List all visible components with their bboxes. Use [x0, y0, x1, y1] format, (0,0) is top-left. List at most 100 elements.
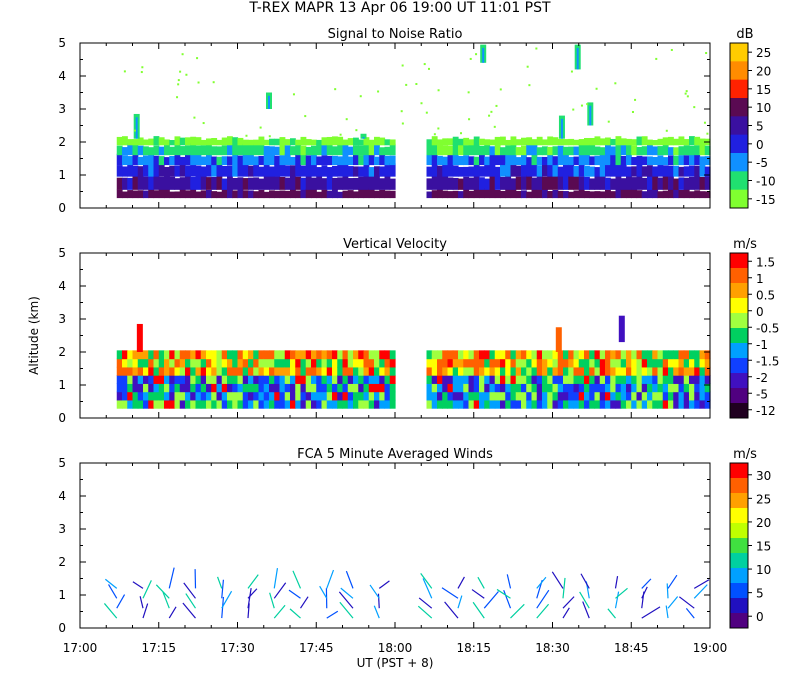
snr-cell: [143, 155, 149, 166]
snr-plume-core: [268, 95, 270, 109]
snr-cell: [195, 176, 202, 190]
snr-speckle: [631, 110, 634, 113]
velocity-cell: [200, 375, 207, 384]
snr-cell: [479, 138, 485, 146]
velocity-cell: [316, 366, 323, 376]
velocity-cell: [185, 350, 191, 360]
velocity-cell: [442, 391, 449, 401]
velocity-cell: [573, 391, 580, 401]
snr-cell: [473, 188, 480, 199]
snr-cell: [284, 165, 291, 177]
velocity-cell: [626, 350, 632, 360]
snr-cell: [211, 176, 218, 190]
velocity-cell: [274, 383, 281, 393]
snr-cell: [542, 164, 548, 177]
snr-cell: [263, 191, 270, 199]
snr-cell: [594, 136, 601, 146]
snr-cell: [174, 144, 181, 156]
snr-cell: [683, 155, 690, 166]
snr-cell: [211, 191, 218, 199]
snr-cell: [200, 174, 207, 190]
snr-cell: [494, 175, 501, 190]
snr-cell: [242, 163, 249, 177]
velocity-cell: [190, 383, 197, 393]
velocity-cell: [190, 358, 197, 368]
velocity-cell: [221, 350, 228, 360]
snr-cell: [143, 176, 149, 190]
snr-cell: [610, 154, 617, 166]
velocity-cell: [694, 375, 701, 384]
velocity-cell: [137, 399, 144, 409]
snr-cell: [200, 145, 207, 156]
snr-cell: [494, 189, 501, 199]
velocity-cell: [169, 350, 176, 360]
velocity-cell: [232, 375, 239, 384]
wind-barb: [441, 587, 459, 599]
velocity-cell: [221, 391, 228, 401]
snr-cell: [389, 190, 396, 199]
velocity-cell: [494, 391, 501, 401]
colorbar-swatch: [730, 313, 748, 329]
velocity-cell: [647, 383, 653, 393]
velocity-cell: [143, 383, 149, 393]
velocity-cell: [353, 358, 359, 368]
velocity-cell: [657, 383, 664, 393]
velocity-cell: [263, 366, 270, 376]
snr-cell: [127, 156, 134, 166]
velocity-cell: [431, 375, 438, 384]
snr-cell: [447, 164, 454, 177]
velocity-cell: [468, 383, 475, 393]
velocity-cell: [631, 375, 638, 384]
snr-cell: [221, 178, 228, 190]
velocity-cell: [531, 383, 538, 393]
snr-cell: [636, 164, 643, 177]
snr-cell: [531, 164, 538, 177]
snr-cell: [542, 146, 548, 156]
velocity-cell: [300, 350, 307, 360]
snr-cell: [689, 165, 695, 177]
velocity-cell: [468, 391, 475, 401]
snr-cell: [379, 147, 386, 156]
velocity-cell: [221, 375, 228, 384]
velocity-cell: [148, 350, 155, 360]
velocity-cell: [242, 383, 249, 393]
velocity-cell: [599, 358, 606, 368]
velocity-cell: [132, 383, 139, 393]
wind-barb: [182, 602, 196, 619]
velocity-cell: [662, 358, 669, 368]
snr-cell: [662, 165, 669, 177]
velocity-cell: [578, 383, 585, 393]
velocity-cell: [174, 375, 181, 384]
snr-cell: [153, 145, 160, 156]
snr-speckle: [202, 122, 205, 125]
velocity-cell: [363, 383, 370, 393]
snr-cell: [647, 156, 653, 166]
snr-cell: [358, 145, 365, 156]
wind-barb: [288, 589, 301, 599]
snr-cell: [610, 146, 617, 156]
velocity-cell: [500, 399, 506, 409]
snr-cell: [353, 177, 359, 190]
velocity-cell: [699, 375, 706, 384]
snr-cell: [237, 144, 244, 156]
snr-cell: [510, 154, 517, 166]
velocity-cell: [305, 366, 312, 376]
velocity-cell: [542, 375, 548, 384]
velocity-cell: [563, 399, 569, 409]
velocity-cell: [526, 391, 533, 401]
snr-cell: [599, 175, 606, 190]
velocity-cell: [206, 375, 212, 384]
snr-cell: [153, 175, 160, 190]
velocity-cell: [699, 391, 706, 401]
velocity-cell: [573, 366, 580, 376]
snr-cell: [137, 156, 144, 166]
snr-cell: [269, 138, 275, 146]
snr-cell: [652, 188, 659, 199]
velocity-cell: [573, 383, 580, 393]
snr-cell: [284, 190, 291, 199]
velocity-cell: [195, 399, 202, 409]
snr-cell: [164, 143, 170, 156]
velocity-cell: [473, 383, 480, 393]
velocity-cell: [505, 383, 512, 393]
snr-cell: [132, 165, 139, 177]
